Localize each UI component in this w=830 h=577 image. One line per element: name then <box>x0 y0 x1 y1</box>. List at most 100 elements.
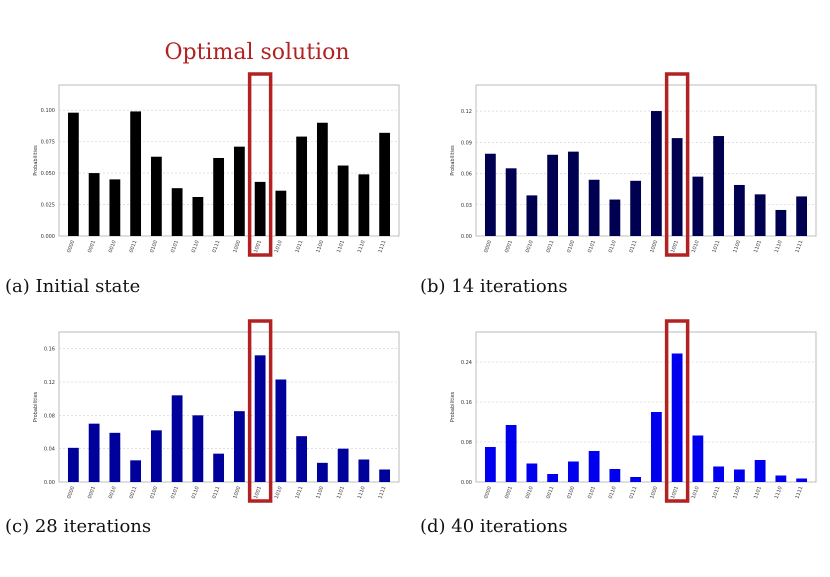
x-tick-label: 1010 <box>274 486 284 500</box>
bar-0101 <box>588 451 600 482</box>
x-tick-label: 0100 <box>149 486 159 500</box>
x-tick-label: 1011 <box>295 240 305 254</box>
bar-0001 <box>88 423 100 482</box>
bar-0100 <box>567 151 579 236</box>
x-tick-label: 0001 <box>504 240 514 254</box>
optimal-solution-highlight <box>247 319 273 503</box>
x-tick-label: 1100 <box>315 240 325 254</box>
x-tick-label: 0010 <box>525 486 535 500</box>
x-tick-label: 1000 <box>232 486 242 500</box>
bar-0011 <box>130 111 142 236</box>
x-tick-label: 0010 <box>108 240 118 254</box>
x-tick-label: 0100 <box>149 240 159 254</box>
bar-1011 <box>296 136 308 236</box>
bar-1110 <box>358 459 370 482</box>
bar-1001 <box>254 181 266 236</box>
x-tick-label: 0001 <box>87 240 97 254</box>
bar-1000 <box>233 146 245 236</box>
bar-1100 <box>316 462 328 482</box>
bar-1101 <box>754 460 766 482</box>
y-tick-label: 0.16 <box>44 347 55 353</box>
bar-0001 <box>505 425 517 482</box>
bar-0101 <box>171 188 183 236</box>
x-tick-label: 1010 <box>274 240 284 254</box>
x-tick-label: 0110 <box>608 486 618 500</box>
bar-0000 <box>484 153 496 236</box>
y-tick-label: 0.06 <box>461 172 472 178</box>
x-tick-label: 0110 <box>191 486 201 500</box>
x-tick-label: 0011 <box>129 486 139 500</box>
x-tick-label: 0000 <box>66 486 76 500</box>
x-tick-label: 1011 <box>712 486 722 500</box>
x-tick-label: 1111 <box>378 486 388 500</box>
bar-0011 <box>130 460 142 482</box>
y-tick-label: 0.000 <box>41 234 55 240</box>
x-tick-label: 1110 <box>774 240 784 254</box>
x-tick-label: 0101 <box>170 240 180 254</box>
panel-caption: (b) 14 iterations <box>420 276 568 297</box>
bar-0000 <box>67 447 79 482</box>
chart-panels: 0.000 0.025 0.050 0.075 0.100 Probabilities 00… <box>5 72 817 537</box>
bar-0011 <box>547 154 559 236</box>
bar-1101 <box>754 194 766 236</box>
x-tick-label: 0011 <box>546 486 556 500</box>
x-tick-label: 1001 <box>253 240 263 254</box>
bar-0101 <box>171 395 183 482</box>
panel-caption: (d) 40 iterations <box>420 516 568 537</box>
bar-0011 <box>547 474 559 482</box>
bar-1010 <box>275 190 287 236</box>
bar-1001 <box>671 353 683 482</box>
bar-1000 <box>650 111 662 236</box>
x-tick-label: 0001 <box>87 486 97 500</box>
bar-0010 <box>526 195 538 236</box>
y-tick-label: 0.16 <box>461 400 472 406</box>
x-tick-label: 1010 <box>691 486 701 500</box>
x-tick-label: 1110 <box>357 240 367 254</box>
bar-1011 <box>713 136 725 236</box>
y-axis-label: Probabilities <box>450 391 456 422</box>
bar-1100 <box>733 469 745 482</box>
y-tick-label: 0.04 <box>44 447 55 453</box>
bar-0100 <box>150 156 162 236</box>
x-tick-label: 1110 <box>774 486 784 500</box>
x-tick-label: 0000 <box>483 240 493 254</box>
bar-1111 <box>796 196 808 236</box>
bar-0111 <box>213 157 225 236</box>
bar-1110 <box>358 174 370 236</box>
bar-1100 <box>733 184 745 236</box>
x-tick-label: 1111 <box>795 486 805 500</box>
y-tick-label: 0.09 <box>461 140 472 146</box>
x-tick-label: 1011 <box>712 240 722 254</box>
x-tick-label: 0001 <box>504 486 514 500</box>
y-tick-label: 0.100 <box>41 108 55 114</box>
x-tick-label: 1000 <box>649 486 659 500</box>
x-tick-label: 0111 <box>629 486 639 500</box>
bar-0001 <box>88 173 100 236</box>
x-tick-label: 0111 <box>212 486 222 500</box>
panel-c: 0.00 0.04 0.08 0.12 0.16 Probabilities 0000 000… <box>5 319 400 537</box>
x-tick-label: 1100 <box>315 486 325 500</box>
x-tick-label: 0100 <box>566 240 576 254</box>
bar-1011 <box>296 436 308 482</box>
bar-0110 <box>609 469 621 482</box>
bar-1000 <box>233 411 245 482</box>
panel-caption: (a) Initial state <box>5 276 140 297</box>
y-axis-label: Probabilities <box>33 145 39 176</box>
bar-0111 <box>630 477 642 482</box>
y-tick-label: 0.08 <box>461 440 472 446</box>
optimal-solution-highlight <box>664 72 690 257</box>
y-tick-label: 0.12 <box>44 380 55 386</box>
bar-0010 <box>109 432 121 482</box>
x-tick-label: 1101 <box>336 486 346 500</box>
y-tick-label: 0.00 <box>461 234 472 240</box>
bar-0010 <box>109 179 121 236</box>
x-tick-label: 0011 <box>546 240 556 254</box>
x-tick-label: 0010 <box>108 486 118 500</box>
plot-area <box>475 331 817 483</box>
bar-1001 <box>671 138 683 236</box>
x-tick-label: 0101 <box>170 486 180 500</box>
x-tick-label: 0100 <box>566 486 576 500</box>
x-tick-label: 1001 <box>670 486 680 500</box>
y-tick-label: 0.03 <box>461 203 472 209</box>
